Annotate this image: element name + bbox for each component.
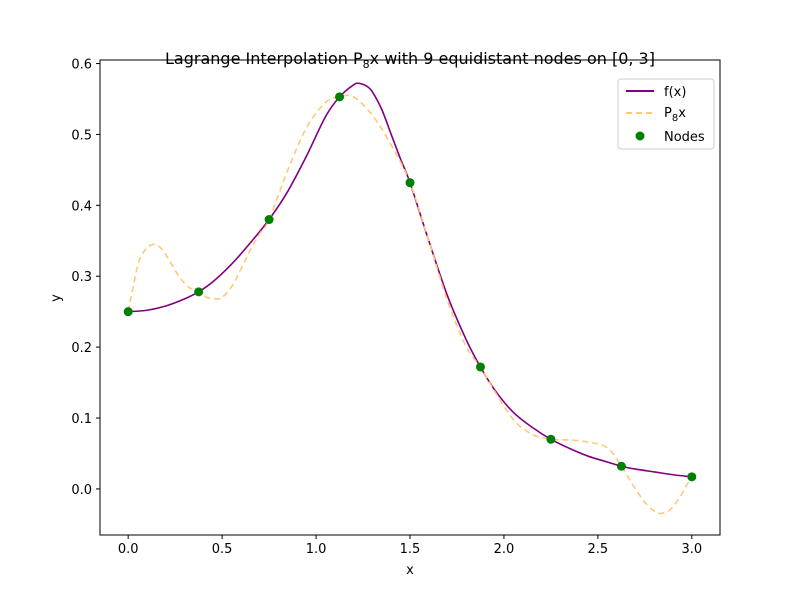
node-marker: [475, 362, 485, 372]
node-marker: [616, 461, 626, 471]
x-axis-ticks: 0.0 0.5 1.0 1.5 2.0 2.5 3.0: [118, 535, 702, 557]
y-axis-ticks: 0.0 0.1 0.2 0.3 0.4 0.5 0.6: [71, 58, 100, 498]
x-tick-label: 0.0: [118, 542, 139, 557]
legend-label-f: f(x): [664, 85, 686, 100]
chart-title: Lagrange Interpolation P8x with 9 equidi…: [165, 49, 655, 71]
x-tick-label: 0.5: [212, 542, 233, 557]
series-line-p8: [127, 94, 693, 515]
legend-label-p8: P8x: [664, 106, 686, 124]
y-tick-label: 0.0: [71, 483, 92, 498]
y-tick-label: 0.5: [71, 128, 92, 143]
x-tick-label: 2.0: [494, 542, 515, 557]
x-tick-label: 1.5: [400, 542, 421, 557]
series-line-f: [128, 82, 692, 478]
plot-area: [123, 82, 697, 515]
x-tick-label: 2.5: [588, 542, 609, 557]
y-tick-label: 0.1: [71, 412, 92, 427]
x-axis-label: x: [406, 563, 414, 578]
y-tick-label: 0.3: [71, 270, 92, 285]
legend-label-nodes: Nodes: [664, 130, 705, 145]
node-marker: [687, 472, 697, 482]
y-axis-label: y: [49, 294, 64, 302]
node-marker: [405, 178, 415, 188]
node-marker: [264, 215, 274, 225]
x-tick-label: 1.0: [306, 542, 327, 557]
legend-box: [617, 78, 715, 150]
y-tick-label: 0.6: [71, 58, 92, 73]
x-tick-label: 3.0: [681, 542, 702, 557]
node-marker: [194, 287, 204, 297]
node-marker: [546, 434, 556, 444]
y-tick-label: 0.4: [71, 199, 92, 214]
node-marker: [335, 92, 345, 102]
y-tick-label: 0.2: [71, 341, 92, 356]
axes-frame: [99, 59, 721, 536]
node-marker: [123, 307, 133, 317]
chart-title-subscript: 8: [363, 58, 370, 71]
legend: f(x) P8x Nodes: [617, 78, 715, 150]
legend-swatch-nodes: [635, 131, 645, 141]
